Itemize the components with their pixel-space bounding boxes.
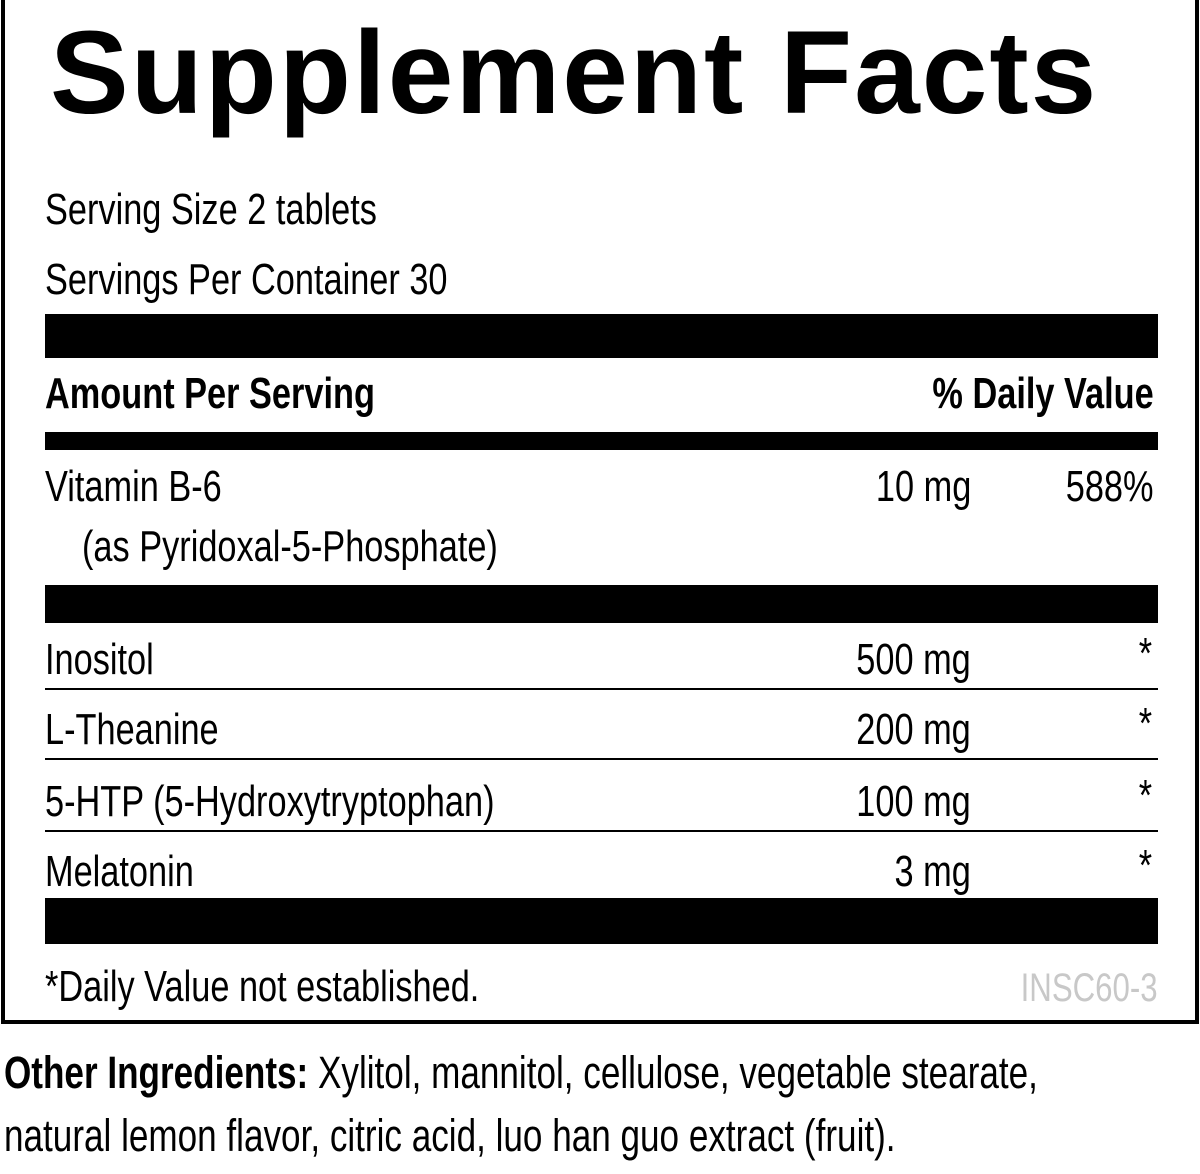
ingredient-name: Melatonin [45, 847, 194, 896]
supplement-facts-panel [1, 0, 1199, 1024]
other-ingredients-line-2: natural lemon flavor, citric acid, luo h… [4, 1110, 896, 1161]
ingredient-dv: * [1138, 841, 1152, 890]
row-divider [45, 758, 1158, 760]
row-divider [45, 688, 1158, 690]
thick-divider [45, 314, 1158, 358]
ingredient-name: Inositol [45, 635, 154, 684]
other-ingredients-text: Xylitol, mannitol, cellulose, vegetable … [308, 1047, 1038, 1098]
other-ingredients-line-1: Other Ingredients: Xylitol, mannitol, ce… [4, 1050, 1038, 1095]
amount-per-serving-header: Amount Per Serving [45, 369, 375, 418]
ingredient-amount: 500 mg [856, 635, 971, 684]
row-divider [45, 830, 1158, 832]
ingredient-dv: * [1138, 771, 1152, 820]
medium-divider [45, 432, 1158, 450]
ingredient-name: L-Theanine [45, 705, 219, 754]
daily-value-header: % Daily Value [932, 369, 1154, 418]
ingredient-name: 5-HTP (5-Hydroxytryptophan) [45, 777, 495, 826]
vitamin-name: Vitamin B-6 [45, 462, 222, 511]
serving-size: Serving Size 2 tablets [45, 185, 377, 234]
ingredient-amount: 100 mg [856, 777, 971, 826]
panel-title: Supplement Facts [50, 7, 1099, 139]
product-code: INSC60-3 [1021, 966, 1158, 1010]
ingredient-amount: 3 mg [894, 847, 971, 896]
vitamin-form: (as Pyridoxal-5-Phosphate) [82, 522, 498, 571]
vitamin-amount: 10 mg [875, 462, 971, 511]
thick-divider [45, 585, 1158, 623]
ingredient-dv: * [1138, 699, 1152, 748]
servings-per-container: Servings Per Container 30 [45, 255, 448, 304]
vitamin-dv: 588% [1066, 462, 1154, 511]
ingredient-amount: 200 mg [856, 705, 971, 754]
thick-divider [45, 898, 1158, 944]
other-ingredients-label: Other Ingredients: [4, 1047, 309, 1098]
footnote: *Daily Value not established. [45, 962, 480, 1011]
ingredient-dv: * [1138, 629, 1152, 678]
